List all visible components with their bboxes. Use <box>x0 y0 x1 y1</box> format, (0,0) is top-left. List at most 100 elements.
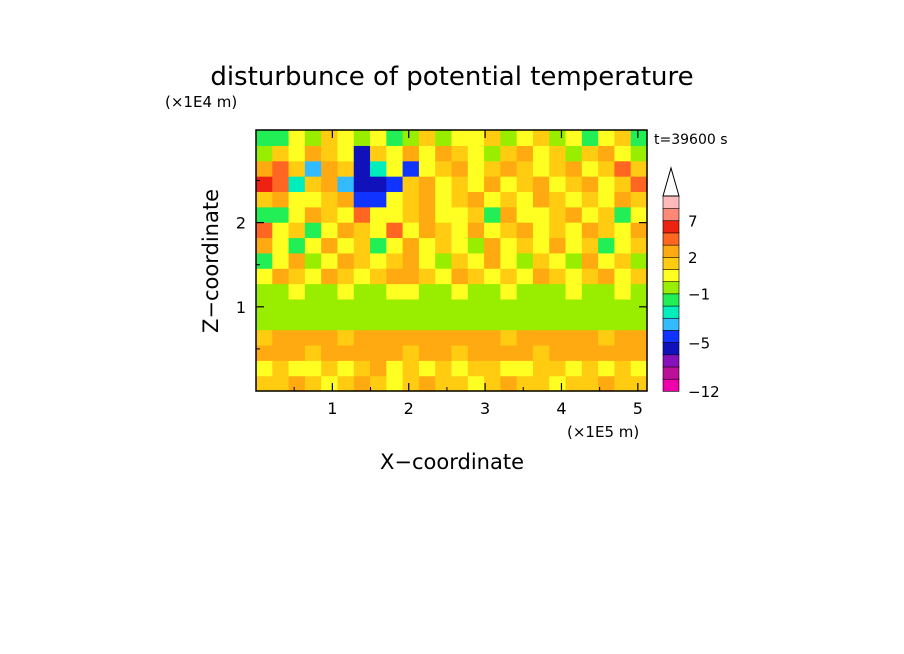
field-cell <box>272 344 290 361</box>
field-cell <box>500 130 518 146</box>
field-cell <box>484 298 501 315</box>
x-tick-label: 1 <box>327 399 337 418</box>
field-cell <box>451 222 469 239</box>
field-cell <box>581 329 599 346</box>
field-cell <box>386 268 404 285</box>
field-cell <box>418 329 436 346</box>
field-cell <box>353 344 371 361</box>
field-cell <box>288 191 306 208</box>
field-cell <box>565 160 583 177</box>
field-cell <box>484 283 501 300</box>
field-cell <box>614 360 632 377</box>
field-cell <box>353 160 371 177</box>
y-tick-label: 1 <box>236 298 246 317</box>
field-cell <box>581 268 599 285</box>
colorbar-swatch <box>662 220 680 234</box>
field-cell <box>435 314 453 331</box>
field-cell <box>256 360 273 377</box>
field-cell <box>467 375 485 392</box>
field-cell <box>516 314 534 331</box>
field-cell <box>272 176 290 193</box>
field-cell <box>256 160 273 177</box>
field-cell <box>353 191 371 208</box>
field-cell <box>337 160 355 177</box>
field-cell <box>337 298 355 315</box>
field-cell <box>532 314 550 331</box>
field-cell <box>581 344 599 361</box>
field-cell <box>288 237 306 254</box>
field-cell <box>435 283 453 300</box>
field-cell <box>598 160 616 177</box>
field-cell <box>630 145 648 162</box>
field-cell <box>288 268 306 285</box>
field-cell <box>370 222 387 239</box>
field-cell <box>288 176 306 193</box>
field-cell <box>614 329 632 346</box>
field-cell <box>581 160 599 177</box>
field-cell <box>386 222 404 239</box>
field-cell <box>549 298 567 315</box>
field-cell <box>272 222 290 239</box>
field-cell <box>484 222 501 239</box>
field-cell <box>565 344 583 361</box>
y-tick-label: 2 <box>236 214 246 233</box>
field-cell <box>337 314 355 331</box>
colorbar-swatch <box>662 232 680 246</box>
field-cell <box>337 360 355 377</box>
field-cell <box>516 160 534 177</box>
field-cell <box>532 191 550 208</box>
colorbar-tick-label: 2 <box>688 249 698 267</box>
field-cell <box>418 360 436 377</box>
field-cell <box>337 344 355 361</box>
field-cell <box>451 268 469 285</box>
field-cell <box>304 360 322 377</box>
field-cell <box>516 130 534 146</box>
field-cell <box>484 191 501 208</box>
field-cell <box>256 206 273 223</box>
field-cell <box>435 344 453 361</box>
field-cell <box>549 268 567 285</box>
field-cell <box>337 176 355 193</box>
field-cell <box>630 130 648 146</box>
field-cell <box>256 344 273 361</box>
x-multiplier-label: (×1E5 m) <box>567 423 639 441</box>
field-cell <box>288 375 306 392</box>
field-cell <box>581 222 599 239</box>
field-cell <box>272 252 290 269</box>
field-cell <box>353 283 371 300</box>
field-cell <box>370 283 387 300</box>
field-cell <box>418 298 436 315</box>
field-cell <box>630 283 648 300</box>
field-cell <box>549 130 567 146</box>
field-cell <box>337 206 355 223</box>
colorbar-swatch <box>662 281 680 295</box>
field-cell <box>614 237 632 254</box>
field-cell <box>435 360 453 377</box>
x-tick-label: 4 <box>556 399 566 418</box>
field-cell <box>321 252 339 269</box>
field-cell <box>304 237 322 254</box>
field-cell <box>353 298 371 315</box>
colorbar: −12−5−127 <box>662 166 720 401</box>
field-cell <box>614 176 632 193</box>
field-cell <box>370 360 387 377</box>
colorbar-swatch <box>662 354 680 368</box>
field-cell <box>614 206 632 223</box>
field-cell <box>321 145 339 162</box>
field-cell <box>630 206 648 223</box>
field-cell <box>304 344 322 361</box>
field-cell <box>435 191 453 208</box>
field-cell <box>549 252 567 269</box>
field-cell <box>402 130 420 146</box>
field-cell <box>353 206 371 223</box>
field-cell <box>272 145 290 162</box>
field-cell <box>337 130 355 146</box>
field-cell <box>337 329 355 346</box>
field-cell <box>386 191 404 208</box>
field-cell <box>321 268 339 285</box>
field-cell <box>630 252 648 269</box>
colorbar-tick-label: −5 <box>688 334 710 352</box>
field-cell <box>402 329 420 346</box>
